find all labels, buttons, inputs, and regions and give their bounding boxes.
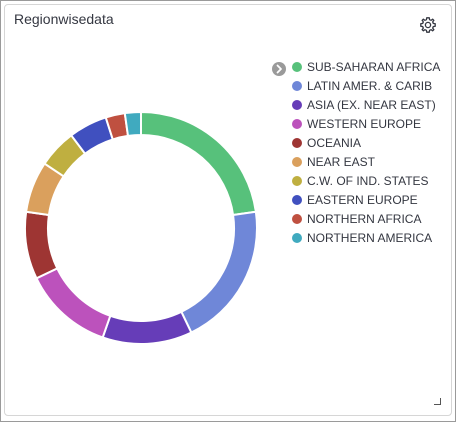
legend-swatch	[292, 156, 302, 167]
legend-swatch	[292, 232, 302, 243]
legend-item[interactable]: SUB-SAHARAN AFRICA	[292, 57, 452, 76]
legend-label: SUB-SAHARAN AFRICA	[307, 59, 441, 74]
legend-label: EASTERN EUROPE	[307, 192, 418, 207]
legend-swatch	[292, 175, 302, 186]
resize-corner-icon[interactable]	[434, 398, 441, 405]
panel-title: Regionwisedata	[14, 11, 114, 27]
legend-label: NORTHERN AMERICA	[307, 230, 433, 245]
donut-slice-4[interactable]	[24, 210, 59, 280]
legend-label: ASIA (EX. NEAR EAST)	[307, 97, 436, 112]
legend-swatch	[292, 213, 302, 224]
legend-swatch	[292, 80, 302, 91]
donut-slice-9[interactable]	[123, 110, 142, 138]
donut-slice-0[interactable]	[140, 110, 257, 217]
legend-item[interactable]: LATIN AMER. & CARIB	[292, 76, 452, 95]
legend-swatch	[292, 61, 302, 72]
legend-item[interactable]: NEAR EAST	[292, 152, 452, 171]
legend-item[interactable]: OCEANIA	[292, 133, 452, 152]
legend-swatch	[292, 194, 302, 205]
legend-label: OCEANIA	[307, 135, 362, 150]
donut-slice-1[interactable]	[180, 210, 258, 334]
gear-icon[interactable]	[419, 16, 437, 34]
legend-item[interactable]: NORTHERN AFRICA	[292, 209, 452, 228]
legend-swatch	[292, 118, 302, 129]
legend-swatch	[292, 137, 302, 148]
legend-label: LATIN AMER. & CARIB	[307, 78, 433, 93]
legend-item[interactable]: NORTHERN AMERICA	[292, 228, 452, 247]
legend-item[interactable]: WESTERN EUROPE	[292, 114, 452, 133]
legend-swatch	[292, 99, 302, 110]
donut-slice-3[interactable]	[35, 267, 112, 339]
legend-item[interactable]: EASTERN EUROPE	[292, 190, 452, 209]
legend-item[interactable]: ASIA (EX. NEAR EAST)	[292, 95, 452, 114]
chevron-right-icon[interactable]	[272, 62, 286, 76]
legend-item[interactable]: C.W. OF IND. STATES	[292, 171, 452, 190]
donut-slice-2[interactable]	[101, 310, 193, 345]
legend-label: NORTHERN AFRICA	[307, 211, 422, 226]
chart-legend: SUB-SAHARAN AFRICA LATIN AMER. & CARIB ASI…	[292, 57, 452, 247]
legend-label: NEAR EAST	[307, 154, 376, 169]
legend-label: WESTERN EUROPE	[307, 116, 422, 131]
legend-label: C.W. OF IND. STATES	[307, 173, 429, 188]
visualization-panel: Regionwisedata	[4, 4, 452, 416]
